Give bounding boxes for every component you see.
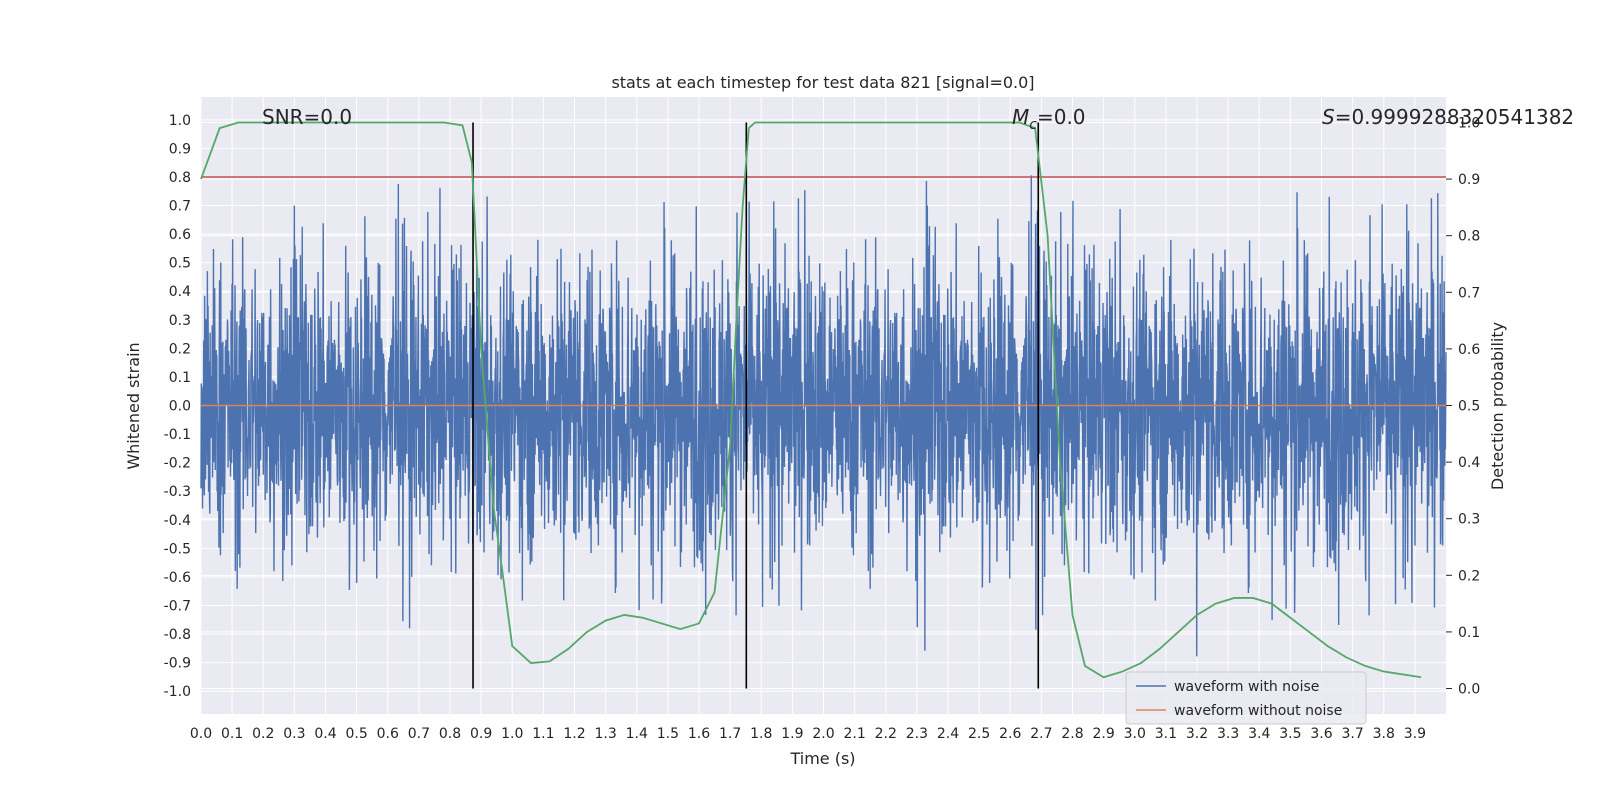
x-tick-label: 3.2 <box>1186 726 1208 742</box>
x-tick-label: 1.8 <box>750 726 772 742</box>
x-tick-label: 1.1 <box>532 726 554 742</box>
y2-tick-label: 0.0 <box>1458 682 1480 698</box>
x-tick-label: 3.4 <box>1248 726 1270 742</box>
y2-tick-label: 0.7 <box>1458 285 1480 301</box>
y-tick-label: -0.9 <box>164 656 191 672</box>
y-tick-label: -0.4 <box>164 513 191 529</box>
waveform-with-noise-series <box>200 175 1447 657</box>
y-tick-label: 0.6 <box>169 227 191 243</box>
x-tick-label: 3.1 <box>1155 726 1177 742</box>
legend-label-clean: waveform without noise <box>1174 703 1342 719</box>
x-tick-label: 3.6 <box>1310 726 1332 742</box>
x-axis-ticks: 0.0 0.1 0.2 0.3 0.4 0.5 0.6 0.7 0.8 0.9 1.0 1.1 1.2 1… <box>190 726 1426 742</box>
chirp-mass-subscript: c <box>1029 117 1037 133</box>
x-tick-label: 0.3 <box>283 726 305 742</box>
y2-axis-ticks: 1.0 0.9 0.8 0.7 0.6 0.5 0.4 0.3 0.2 0.1 0.0 <box>1446 115 1480 698</box>
detection-probability-line <box>200 121 1422 679</box>
y-tick-label: -0.2 <box>164 456 191 472</box>
y-tick-label: -0.3 <box>164 484 191 500</box>
y-tick-label: -0.7 <box>164 598 191 614</box>
x-tick-label: 2.4 <box>937 726 959 742</box>
x-tick-label: 1.3 <box>594 726 616 742</box>
y-tick-label: 1.0 <box>169 113 191 129</box>
x-tick-label: 0.8 <box>439 726 461 742</box>
x-tick-label: 2.2 <box>875 726 897 742</box>
x-tick-label: 0.4 <box>314 726 336 742</box>
x-tick-label: 2.6 <box>999 726 1021 742</box>
y2-tick-label: 0.5 <box>1458 399 1480 415</box>
y-tick-label: 0.2 <box>169 341 191 357</box>
y-tick-label: 0.9 <box>169 141 191 157</box>
waveform-with-noise-line <box>200 175 1447 657</box>
x-tick-label: 1.0 <box>501 726 523 742</box>
y2-tick-label: 0.4 <box>1458 455 1480 471</box>
chirp-mass-value: =0.0 <box>1037 105 1086 129</box>
y-tick-label: -0.1 <box>164 427 191 443</box>
x-tick-label: 2.7 <box>1030 726 1052 742</box>
s-value: =0.9999288320541382 <box>1335 105 1574 129</box>
x-tick-label: 0.5 <box>345 726 367 742</box>
x-tick-label: 2.9 <box>1092 726 1114 742</box>
legend-label-noise: waveform with noise <box>1174 679 1319 695</box>
chart-title: stats at each timestep for test data 821… <box>611 73 1034 92</box>
x-tick-label: 2.1 <box>843 726 865 742</box>
y-tick-label: 0.8 <box>169 170 191 186</box>
y2-tick-label: 0.6 <box>1458 342 1480 358</box>
x-tick-label: 3.8 <box>1373 726 1395 742</box>
y-axis-label: Whitened strain <box>124 342 143 469</box>
x-tick-label: 0.0 <box>190 726 212 742</box>
x-tick-label: 1.4 <box>626 726 648 742</box>
x-tick-label: 0.7 <box>408 726 430 742</box>
x-tick-label: 1.7 <box>719 726 741 742</box>
x-tick-label: 1.6 <box>688 726 710 742</box>
y2-tick-label: 0.8 <box>1458 229 1480 245</box>
x-axis-label: Time (s) <box>789 749 855 768</box>
detection-probability-series <box>200 121 1422 679</box>
legend-box <box>1125 671 1367 725</box>
chirp-mass-annotation: Mc=0.0 <box>1012 105 1086 133</box>
y-tick-label: 0.3 <box>169 313 191 329</box>
y2-tick-label: 1.0 <box>1458 115 1480 131</box>
x-tick-label: 3.9 <box>1404 726 1426 742</box>
s-annotation: S=0.9999288320541382 <box>1322 105 1574 129</box>
x-tick-label: 0.2 <box>252 726 274 742</box>
x-tick-label: 1.2 <box>563 726 585 742</box>
x-tick-label: 2.0 <box>812 726 834 742</box>
y-axis-ticks: 1.0 0.9 0.8 0.7 0.6 0.5 0.4 0.3 0.2 0.1 0.0 -0.1 -0.… <box>164 113 191 700</box>
snr-annotation: SNR=0.0 <box>262 105 352 129</box>
x-tick-label: 1.5 <box>657 726 679 742</box>
x-tick-label: 2.8 <box>1061 726 1083 742</box>
x-tick-label: 3.7 <box>1341 726 1363 742</box>
x-tick-label: 0.9 <box>470 726 492 742</box>
y-tick-label: 0.0 <box>169 399 191 415</box>
x-tick-label: 1.9 <box>781 726 803 742</box>
y-tick-label: 0.4 <box>169 284 191 300</box>
y2-tick-label: 0.2 <box>1458 568 1480 584</box>
s-symbol: S <box>1322 105 1335 129</box>
y2-tick-label: 0.1 <box>1458 625 1480 641</box>
x-tick-label: 0.1 <box>221 726 243 742</box>
x-tick-label: 3.3 <box>1217 726 1239 742</box>
y2-tick-label: 0.3 <box>1458 512 1480 528</box>
y-tick-label: 0.1 <box>169 370 191 386</box>
chirp-mass-symbol: M <box>1012 105 1029 129</box>
x-tick-label: 2.3 <box>906 726 928 742</box>
y2-axis-label: Detection probability <box>1488 322 1507 490</box>
x-tick-label: 3.0 <box>1124 726 1146 742</box>
y-tick-label: -0.6 <box>164 570 191 586</box>
y-tick-label: -0.8 <box>164 627 191 643</box>
y-tick-label: -0.5 <box>164 541 191 557</box>
x-tick-label: 3.5 <box>1279 726 1301 742</box>
y-tick-label: 0.5 <box>169 256 191 272</box>
legend: waveform with noise waveform without noi… <box>1125 671 1367 725</box>
x-tick-label: 0.6 <box>377 726 399 742</box>
y2-tick-label: 0.9 <box>1458 172 1480 188</box>
event-markers <box>472 122 1040 689</box>
y-tick-label: -1.0 <box>164 684 191 700</box>
y-tick-label: 0.7 <box>169 199 191 215</box>
x-tick-label: 2.5 <box>968 726 990 742</box>
